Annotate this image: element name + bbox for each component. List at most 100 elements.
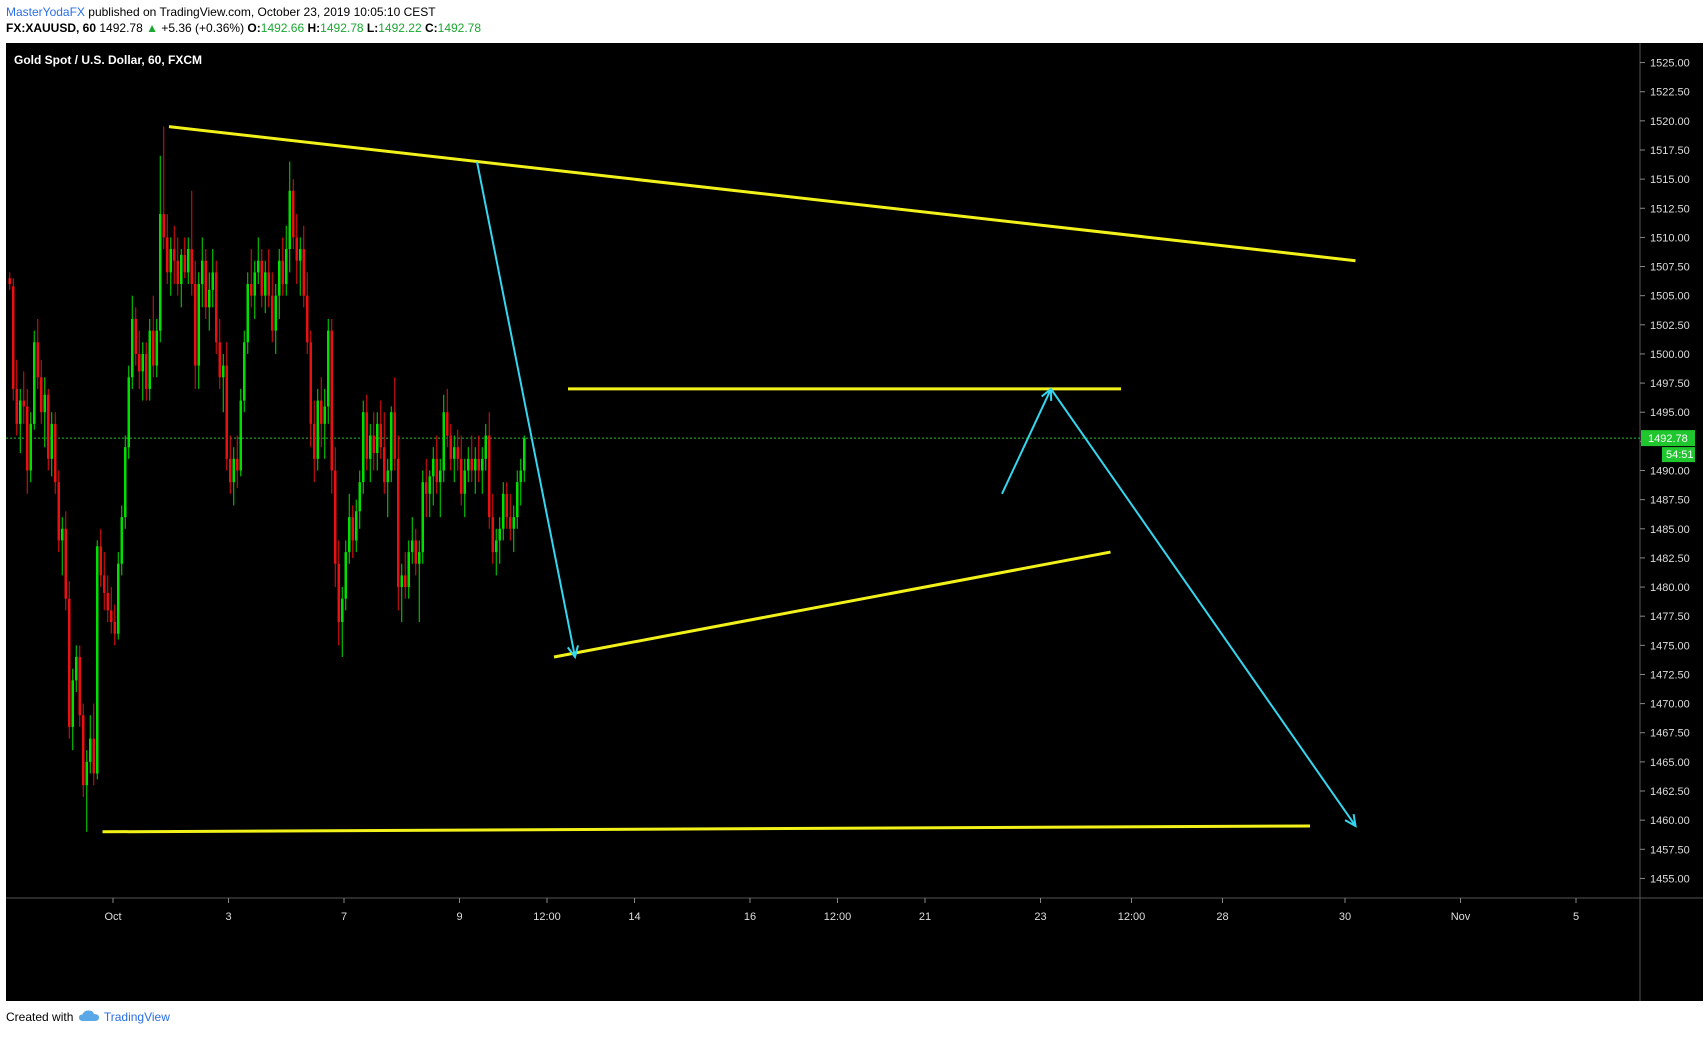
candle-body	[96, 546, 99, 774]
candle-body	[113, 622, 116, 634]
candle-body	[330, 330, 333, 471]
current-price-box	[1641, 430, 1695, 447]
candle-body	[467, 458, 470, 471]
candle-body	[152, 330, 155, 366]
arrow-projection-head	[1344, 813, 1357, 828]
candle-body	[243, 342, 246, 401]
price-tick-label: 1470.00	[1650, 699, 1690, 711]
candle-body	[400, 575, 403, 588]
price-tick-label: 1485.00	[1650, 524, 1690, 536]
candle-body	[250, 284, 253, 296]
time-tick-label: 23	[1034, 911, 1046, 923]
candle-body	[43, 394, 46, 413]
price-tick-label: 1507.50	[1650, 262, 1690, 274]
candle-body	[425, 482, 428, 494]
candle-body	[509, 517, 512, 529]
candle-body	[274, 295, 277, 331]
candle-body	[138, 353, 141, 372]
close-value: 1492.78	[437, 21, 482, 35]
tradingview-cloud-icon	[78, 1010, 99, 1025]
candle-body	[103, 575, 106, 593]
publish-line: MasterYodaFX published on TradingView.co…	[6, 4, 481, 20]
price-tick-label: 1522.50	[1650, 87, 1690, 99]
chart-area[interactable]: 1455.00 1457.50 1460.00 1462.50 1465.00 1467.…	[6, 43, 1703, 1001]
candle-body	[358, 482, 361, 512]
candle-body	[36, 342, 39, 378]
candle-body	[295, 237, 298, 261]
candle-body	[498, 528, 501, 541]
time-tick-label: 5	[1573, 911, 1579, 923]
candle-body	[309, 342, 312, 424]
candle-body	[404, 575, 407, 588]
candle-body	[491, 517, 494, 553]
candle-body	[78, 656, 81, 716]
price-tick-label: 1477.50	[1650, 611, 1690, 623]
time-tick-label: 28	[1216, 911, 1228, 923]
open-value: 1492.66	[260, 21, 305, 35]
candle-body	[201, 260, 204, 285]
candle-body	[442, 412, 445, 471]
candle-body	[110, 610, 113, 623]
price-tick-label: 1462.50	[1650, 786, 1690, 798]
candle-body	[453, 447, 456, 459]
candle-body	[390, 412, 393, 471]
candle-body	[215, 272, 218, 343]
candle-body	[71, 680, 74, 727]
candle-body	[92, 738, 95, 774]
candle-body	[320, 400, 323, 424]
candle-body	[386, 470, 389, 483]
candle-body	[8, 278, 11, 285]
high-value: 1492.78	[320, 21, 364, 35]
price-tick-label: 1455.00	[1650, 873, 1690, 885]
high-label: H:	[307, 21, 321, 35]
candle-body	[82, 715, 85, 786]
current-price-label: 1492.78	[1648, 433, 1688, 445]
candle-body	[124, 447, 127, 518]
candle-body	[407, 552, 410, 588]
candle-body	[264, 272, 267, 296]
candle-body	[484, 435, 487, 459]
candle-body	[372, 435, 375, 454]
candle-body	[194, 284, 197, 366]
candle-body	[313, 423, 316, 459]
up-triangle-icon: ▲	[146, 21, 158, 35]
candle-body	[29, 423, 32, 471]
candle-body	[432, 458, 435, 477]
price-chart[interactable]: 1455.00 1457.50 1460.00 1462.50 1465.00 1467.…	[6, 43, 1703, 1001]
candle-body	[134, 318, 137, 354]
candle-body	[505, 493, 508, 518]
candle-body	[327, 330, 330, 407]
candle-body	[106, 592, 109, 611]
tradingview-link[interactable]: TradingView	[103, 1010, 170, 1024]
candle-body	[516, 482, 519, 518]
candle-body	[435, 458, 438, 483]
arrow-down-1-shaft	[476, 161, 576, 658]
close-label: C:	[424, 21, 438, 35]
candle-body	[180, 254, 183, 285]
price-tick-label: 1515.00	[1650, 174, 1690, 186]
time-tick-label: 12:00	[533, 911, 561, 923]
candle-body	[470, 458, 473, 471]
trendline-rising-support	[553, 550, 1111, 659]
candle-body	[68, 598, 71, 727]
author-link[interactable]: MasterYodaFX	[6, 5, 85, 19]
candle-body	[64, 528, 67, 599]
price-tick-label: 1510.00	[1650, 232, 1690, 244]
time-tick-label: 9	[456, 911, 462, 923]
candle-body	[428, 476, 431, 494]
candle-body	[369, 435, 372, 459]
candle-body	[236, 458, 239, 471]
candle-body	[418, 552, 421, 564]
price-tick-label: 1495.00	[1650, 407, 1690, 419]
candle-body	[348, 517, 351, 553]
candle-body	[376, 423, 379, 454]
price-tick-label: 1497.50	[1650, 378, 1690, 390]
candle-body	[155, 330, 158, 366]
low-label: L:	[366, 21, 379, 35]
last-price: 1492.78	[99, 21, 143, 35]
time-tick-label: 14	[628, 911, 640, 923]
candle-body	[523, 438, 526, 471]
candle-body	[306, 295, 309, 343]
candle-body	[131, 318, 134, 378]
candle-body	[411, 540, 414, 553]
